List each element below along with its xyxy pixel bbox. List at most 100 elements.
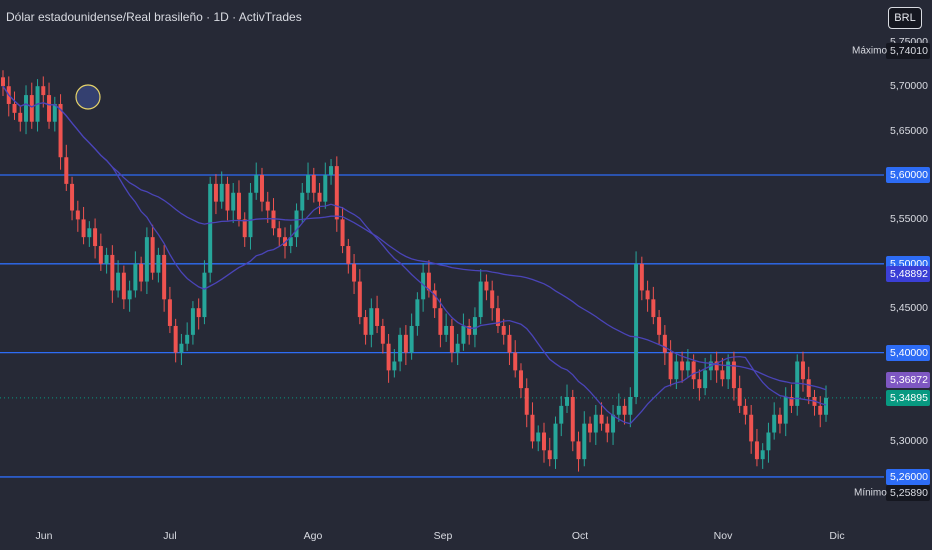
candle-body	[259, 175, 264, 202]
candle-body	[150, 237, 155, 273]
candle-body	[622, 405, 627, 415]
candle-body	[536, 432, 541, 442]
candle-body	[518, 370, 523, 389]
candle-body	[547, 450, 552, 460]
candle-body	[329, 166, 334, 175]
candle-body	[421, 272, 426, 300]
candle-body	[731, 361, 736, 389]
candle-body	[121, 272, 126, 300]
candle-body	[674, 361, 679, 380]
candle-body	[507, 334, 512, 353]
candle-body	[611, 414, 616, 433]
y-tick-label: 5,45000	[890, 302, 928, 315]
price-label-current: 5,34895	[886, 389, 930, 406]
candle-body	[190, 308, 195, 335]
candle-body	[225, 183, 230, 211]
candle-body	[576, 441, 581, 460]
candle-body	[386, 343, 391, 371]
candle-body	[162, 254, 167, 300]
candle-body	[75, 210, 80, 220]
candle-body	[357, 281, 362, 318]
candle-body	[760, 450, 765, 460]
x-tick-label: Jun	[35, 530, 53, 542]
candle-body	[248, 192, 253, 238]
candle-body	[24, 95, 29, 122]
candle-body	[202, 272, 207, 318]
candle-body	[472, 317, 477, 335]
candle-body	[455, 343, 460, 353]
price-label-ma: 5,48892	[886, 265, 930, 282]
candle-body	[513, 352, 518, 371]
candle-body	[294, 210, 299, 238]
candle-body	[346, 246, 351, 264]
candle-body	[444, 325, 449, 335]
price-label-max: 5,74010	[886, 42, 930, 59]
candle-body	[18, 112, 23, 122]
candle-body	[772, 414, 777, 433]
candle-body	[1, 77, 5, 87]
price-label-level: 5,40000	[886, 344, 930, 361]
candle-body	[288, 237, 293, 247]
candle-body	[490, 290, 495, 309]
candle-body	[110, 254, 115, 291]
symbol-title: Dólar estadounidense/Real brasileño · 1D…	[6, 10, 302, 24]
candle-body	[478, 281, 483, 318]
x-tick-label: Nov	[713, 530, 733, 542]
candle-body	[52, 103, 57, 122]
candle-body	[593, 414, 598, 433]
candle-body	[818, 405, 823, 415]
candle-body	[461, 325, 466, 344]
candle-body	[541, 432, 546, 451]
price-label-level: 5,26000	[886, 468, 930, 485]
candle-body	[173, 325, 178, 353]
candle-body	[685, 361, 690, 371]
candle-body	[605, 423, 610, 433]
candle-body	[41, 86, 46, 96]
candle-body	[588, 423, 593, 433]
candle-body	[737, 388, 742, 406]
candle-body	[144, 237, 149, 282]
candle-body	[375, 308, 380, 326]
candle-body	[213, 183, 218, 202]
annotation-circle	[75, 84, 101, 110]
x-tick-label: Ago	[303, 530, 323, 542]
candle-body	[645, 290, 650, 300]
x-tick-label: Sep	[433, 530, 453, 542]
price-label-min: 5,25890	[886, 484, 930, 501]
candle-body	[58, 103, 63, 158]
candle-body	[87, 228, 92, 238]
candle-body	[47, 95, 52, 122]
currency-button[interactable]: BRL	[888, 7, 922, 29]
candle-body	[559, 405, 564, 424]
candle-body	[680, 361, 685, 371]
candle-body	[254, 175, 259, 193]
candle-body	[628, 397, 633, 415]
moving-average-slow	[2, 85, 827, 391]
candle-body	[484, 281, 489, 291]
candle-body	[789, 397, 794, 406]
candle-body	[242, 219, 247, 238]
price-label-ma2: 5,36872	[886, 372, 930, 389]
candle-body	[236, 192, 241, 220]
candle-body	[306, 175, 311, 193]
candle-body	[380, 325, 385, 344]
candle-body	[185, 334, 190, 344]
candle-body	[777, 414, 782, 424]
candle-body	[749, 414, 754, 442]
candle-body	[12, 103, 17, 113]
candle-body	[156, 254, 161, 273]
candle-body	[392, 361, 397, 371]
candle-body	[467, 325, 472, 335]
candle-body	[398, 334, 403, 362]
candle-body	[116, 272, 121, 291]
candle-body	[64, 157, 69, 184]
max-label: Máximo	[852, 45, 888, 57]
candle-body	[720, 370, 725, 380]
candle-body	[93, 228, 98, 247]
candle-body	[133, 263, 138, 291]
candle-body	[530, 414, 535, 442]
candle-body	[582, 423, 587, 460]
min-label: Mínimo	[854, 487, 887, 499]
candle-body	[726, 361, 731, 380]
